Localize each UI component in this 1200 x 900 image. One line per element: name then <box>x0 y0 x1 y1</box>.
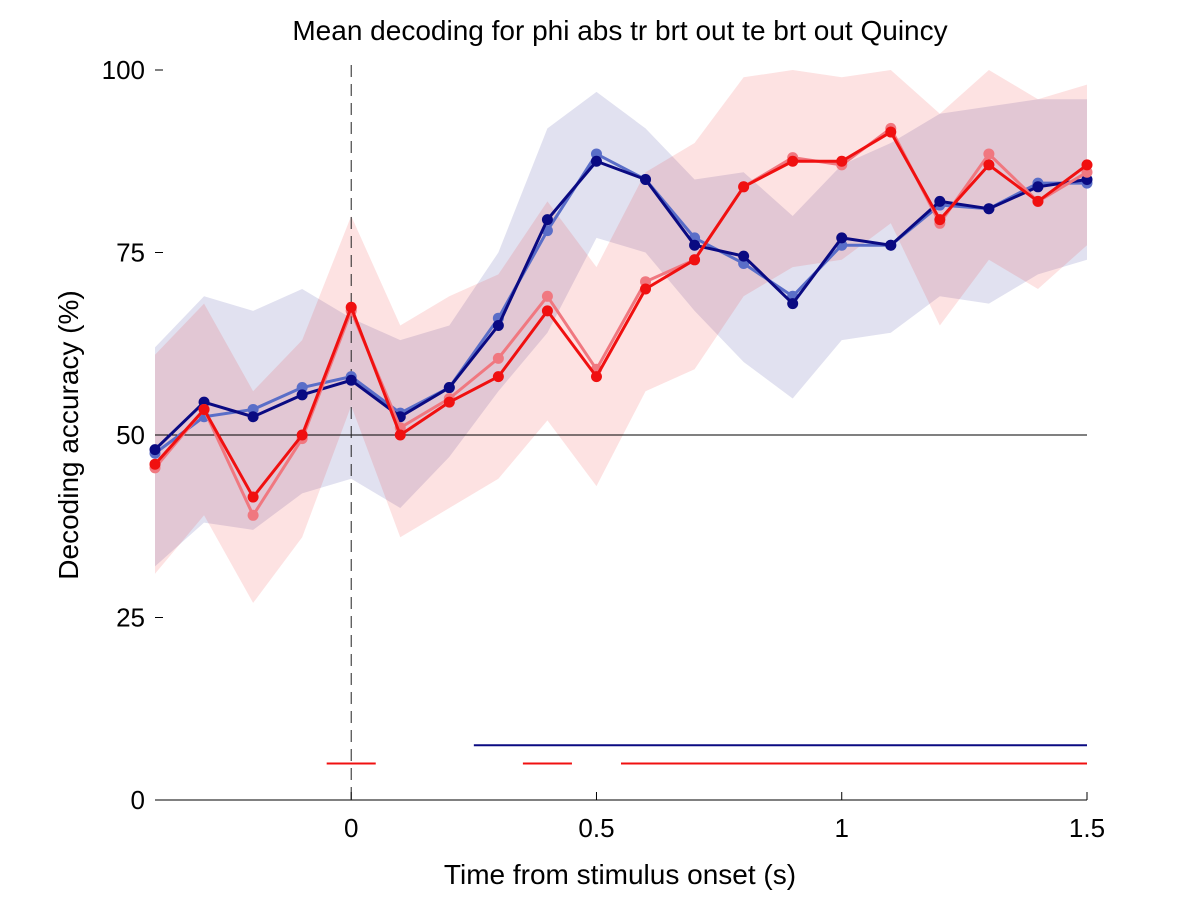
series-2-band <box>155 91 1087 567</box>
series-4-point <box>296 429 308 441</box>
series-4-line <box>153 130 1088 499</box>
series-2-point <box>1032 181 1044 193</box>
series-4-point <box>983 159 995 171</box>
y-tick-label: 0 <box>131 785 145 815</box>
series-4-band <box>155 70 1087 603</box>
series-4-point <box>934 214 946 226</box>
y-axis-label: Decoding accuracy (%) <box>53 290 84 579</box>
series-2-point <box>934 195 946 207</box>
series-4-point <box>443 396 455 408</box>
series-4-point <box>590 371 602 383</box>
series-2-point <box>345 374 357 386</box>
series-3-point <box>983 148 995 160</box>
y-tick-label: 25 <box>116 603 145 633</box>
series-4-point <box>394 429 406 441</box>
series-4-point <box>689 254 701 266</box>
x-tick-label: 1 <box>835 813 849 843</box>
series-2-point <box>983 203 995 215</box>
series-1-line <box>154 152 1087 455</box>
series-lines <box>149 122 1093 521</box>
series-4-point <box>885 126 897 138</box>
series-2-point <box>247 411 259 423</box>
series-2-point <box>492 320 504 331</box>
x-tick-label: 0 <box>344 813 358 843</box>
y-tick-label: 75 <box>116 238 145 268</box>
series-4-point <box>1032 195 1044 207</box>
confidence-bands <box>155 70 1087 603</box>
series-2-point <box>738 250 750 262</box>
series-4-point <box>198 403 210 415</box>
series-2-point <box>149 444 161 456</box>
series-2-point <box>640 174 652 185</box>
y-tick-label: 50 <box>116 420 145 450</box>
series-2-point <box>590 155 602 167</box>
series-3-point <box>247 509 259 521</box>
series-2-point <box>443 382 455 394</box>
x-tick-label: 1.5 <box>1069 813 1105 843</box>
series-4-point <box>492 371 504 383</box>
series-2-point <box>787 298 799 310</box>
series-4-point <box>738 181 750 193</box>
x-tick-label: 0.5 <box>578 813 614 843</box>
series-2-point <box>689 239 701 251</box>
series-4-point <box>541 305 553 317</box>
x-axis-label: Time from stimulus onset (s) <box>444 859 796 890</box>
series-4-point <box>1081 159 1093 171</box>
series-2-point <box>836 232 848 244</box>
reference-lines <box>155 65 1087 800</box>
series-4-point <box>149 458 161 470</box>
series-4-point <box>345 301 357 313</box>
series-2-point <box>296 389 308 401</box>
series-4-point <box>836 155 848 167</box>
series-4-point <box>247 491 259 503</box>
significance-bars <box>326 744 1087 765</box>
series-4-point <box>787 155 799 167</box>
series-3-point <box>492 352 504 364</box>
series-4-point <box>640 283 652 295</box>
series-2-point <box>885 239 897 251</box>
y-tick-label: 100 <box>102 55 145 85</box>
series-3-point <box>541 290 553 302</box>
axes: 0 25 50 75 100 0 0.5 1 1.5 <box>102 55 1105 843</box>
chart-title: Mean decoding for phi abs tr brt out te … <box>292 15 947 46</box>
series-2-point <box>541 214 553 226</box>
